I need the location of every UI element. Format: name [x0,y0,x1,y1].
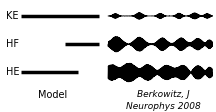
Text: Berkowitz, J
Neurophys 2008: Berkowitz, J Neurophys 2008 [126,90,201,111]
Text: HF: HF [6,39,19,49]
Text: HE: HE [6,68,19,78]
Text: Model: Model [38,90,67,100]
Text: KE: KE [6,11,18,21]
